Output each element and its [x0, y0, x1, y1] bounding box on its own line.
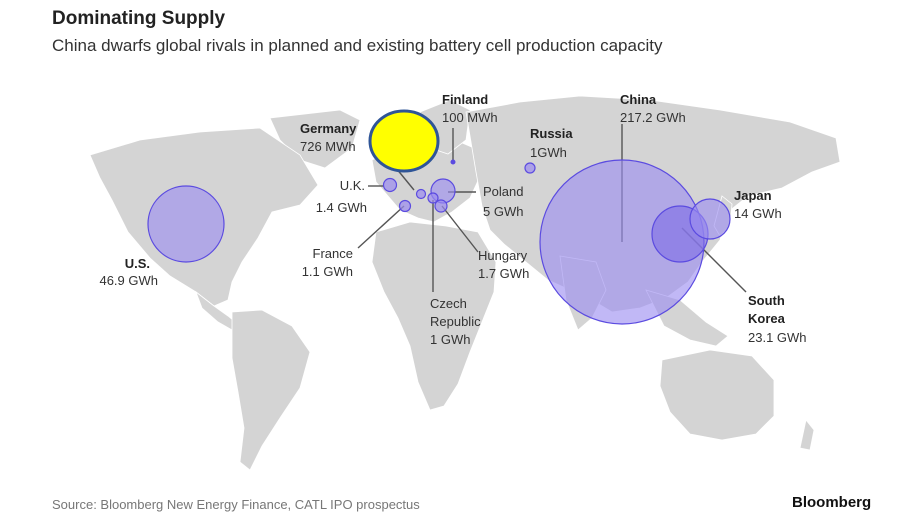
label-korea-name-line1: South — [748, 293, 785, 308]
chart-subtitle: China dwarfs global rivals in planned an… — [52, 36, 663, 55]
bubble-germany — [415, 188, 427, 200]
bubble-france — [398, 199, 412, 213]
label-korea-name-line2: Korea — [748, 311, 786, 326]
highlight-ellipse — [368, 109, 440, 173]
bubble-uk — [382, 177, 398, 193]
label-czech-name-line1: Czech — [430, 296, 467, 311]
label-hungary-name: Hungary — [478, 248, 528, 263]
label-hungary-value: 1.7 GWh — [478, 266, 529, 281]
label-japan-name: Japan — [734, 188, 772, 203]
new-zealand-shape — [799, 419, 815, 451]
label-russia-value: 1GWh — [530, 145, 567, 160]
capacity-bubbles — [147, 159, 731, 325]
bubble-finland — [450, 159, 456, 165]
source-note: Source: Bloomberg New Energy Finance, CA… — [52, 497, 420, 512]
label-poland-name: Poland — [483, 184, 523, 199]
label-finland-name: Finland — [442, 92, 488, 107]
label-czech-name-line2: Republic — [430, 314, 481, 329]
africa-shape — [371, 221, 497, 411]
label-czech-value: 1 GWh — [430, 332, 470, 347]
label-finland-value: 100 MWh — [442, 110, 498, 125]
bubble-hungary — [434, 199, 448, 213]
chart-title: Dominating Supply — [52, 8, 226, 29]
label-japan-value: 14 GWh — [734, 206, 782, 221]
label-poland-value: 5 GWh — [483, 204, 523, 219]
label-germany-value: 726 MWh — [300, 139, 356, 154]
label-germany-name: Germany — [300, 121, 357, 136]
bubble-czech — [427, 192, 439, 204]
label-france-value: 1.1 GWh — [302, 264, 353, 279]
label-uk-name: U.K. — [340, 178, 365, 193]
label-korea-value: 23.1 GWh — [748, 330, 807, 345]
label-china-value: 217.2 GWh — [620, 110, 686, 125]
label-france-name: France — [313, 246, 353, 261]
label-us-value: 46.9 GWh — [99, 273, 158, 288]
australia-shape — [659, 349, 775, 441]
bubble-russia — [524, 162, 536, 174]
bubble-japan — [689, 198, 731, 240]
label-china-name: China — [620, 92, 657, 107]
france-leader — [357, 205, 405, 249]
label-us-name: U.S. — [125, 256, 150, 271]
south-america-shape — [231, 309, 311, 471]
bubble-us — [147, 185, 225, 263]
label-uk-value: 1.4 GWh — [316, 200, 367, 215]
bloomberg-logo: Bloomberg — [792, 494, 872, 511]
land-masses — [89, 95, 841, 471]
label-russia-name: Russia — [530, 126, 573, 141]
country-labels: U.S. 46.9 GWh U.K. 1.4 GWh France 1.1 GW… — [99, 92, 806, 347]
hungary-leader — [441, 205, 479, 253]
